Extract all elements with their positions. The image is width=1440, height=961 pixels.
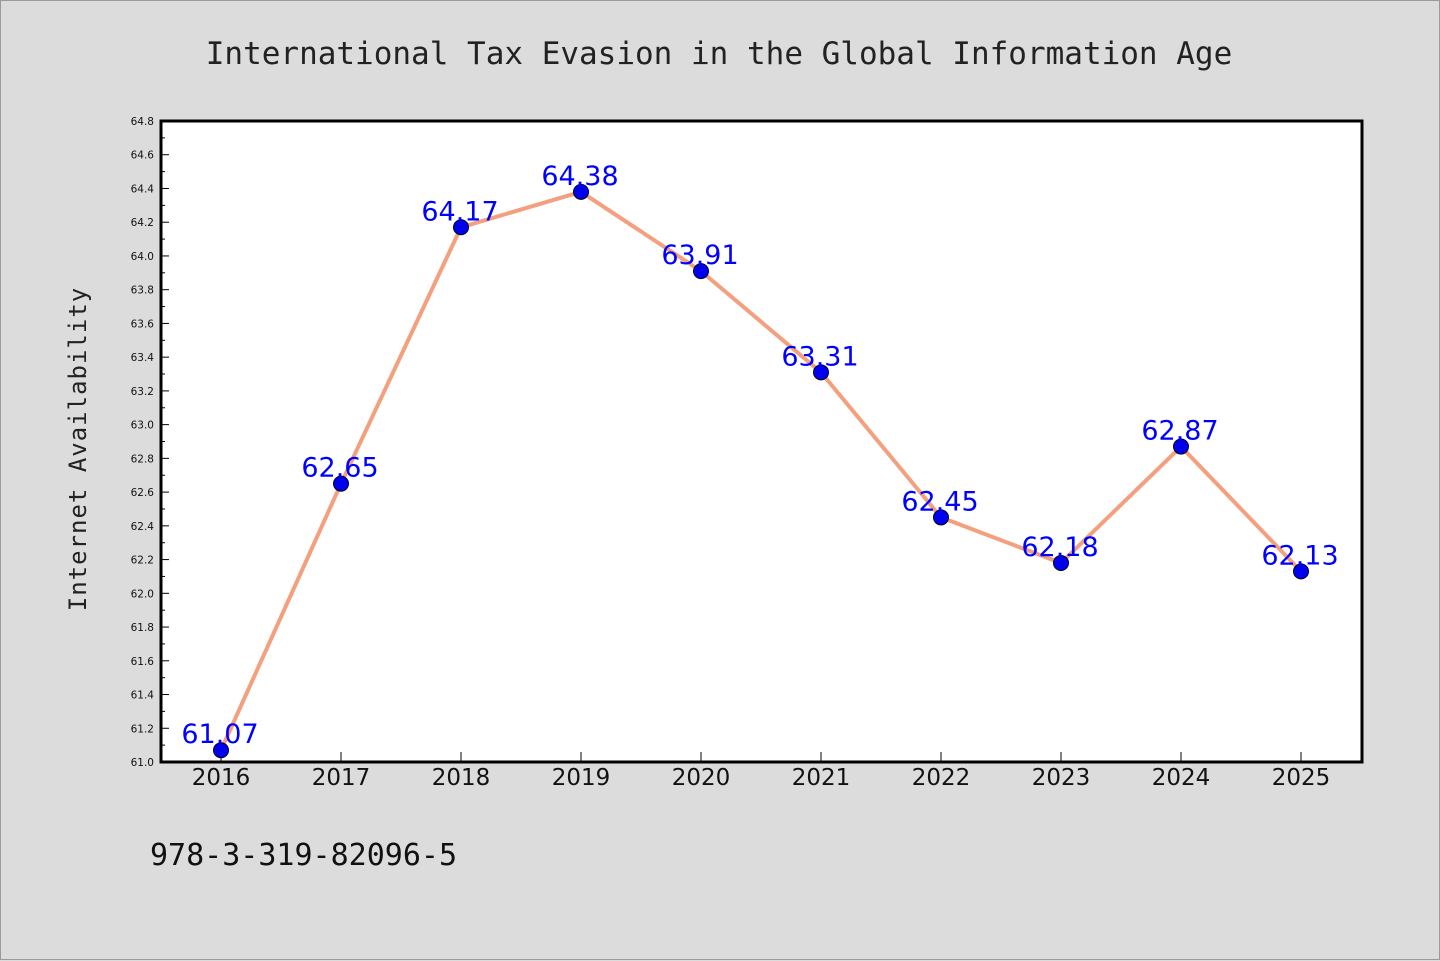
footer-isbn: 978-3-319-82096-5 (150, 838, 457, 873)
y-tick-label: 63.4 (131, 352, 155, 364)
y-tick-label: 63.0 (131, 420, 154, 432)
series-line (219, 189, 1303, 753)
y-tick-label: 63.8 (131, 285, 154, 297)
data-point-marker (693, 263, 709, 280)
data-label: 62.13 (1261, 540, 1338, 571)
data-point-marker (573, 183, 589, 200)
data-point-marker (1293, 563, 1309, 580)
x-tick-label: 2023 (1032, 765, 1091, 791)
data-point-marker (1053, 554, 1069, 571)
data-label: 61.07 (181, 719, 258, 750)
data-point-marker (213, 742, 229, 759)
y-tick-label: 62.4 (131, 521, 155, 533)
y-axis-label: Internet Availability (64, 287, 92, 611)
data-label: 62.65 (301, 453, 378, 484)
y-tick-label: 64.6 (131, 150, 155, 162)
y-tick-label: 64.0 (131, 251, 154, 263)
data-point-marker (1173, 438, 1189, 455)
x-tick-label: 2018 (432, 765, 491, 791)
data-labels: 61.07 62.65 64.17 64.38 63.91 63.31 62.45 62.18… (181, 161, 1338, 750)
data-label: 63.91 (661, 240, 738, 271)
y-tick-label: 64.4 (131, 183, 155, 195)
data-label: 64.17 (421, 196, 498, 227)
chart-title: International Tax Evasion in the Global … (206, 36, 1233, 72)
y-tick-label: 62.2 (131, 555, 154, 567)
data-label: 63.31 (781, 341, 858, 372)
x-tick-label: 2024 (1152, 765, 1211, 791)
data-point-marker (333, 475, 349, 492)
y-tick-label: 62.8 (131, 453, 154, 465)
y-tick-label: 61.8 (131, 622, 154, 634)
y-tick-label: 63.2 (131, 386, 154, 398)
y-tick-label: 61.6 (131, 656, 155, 668)
data-point-marker (933, 509, 949, 526)
y-tick-label: 62.0 (131, 588, 154, 600)
data-point-marker (813, 364, 829, 381)
data-label: 62.45 (901, 486, 978, 517)
y-tick-label: 61.2 (131, 723, 154, 735)
x-axis: 2016 2017 2018 2019 2020 2021 2022 2023 2024 2025 (192, 752, 1331, 791)
series-group (213, 183, 1309, 759)
y-tick-label: 61.4 (131, 690, 155, 702)
data-label: 64.38 (541, 161, 618, 192)
x-tick-label: 2017 (312, 765, 371, 791)
data-point-marker (453, 219, 469, 236)
data-label: 62.18 (1021, 532, 1098, 563)
y-axis: 61.0 61.2 61.4 61.6 61.8 62.0 62.2 62.4 62.6 62.8… (131, 116, 169, 769)
x-tick-label: 2022 (912, 765, 971, 791)
x-tick-label: 2020 (672, 765, 731, 791)
x-tick-label: 2025 (1272, 765, 1331, 791)
data-label: 62.87 (1141, 416, 1218, 447)
y-tick-label: 64.8 (131, 116, 154, 128)
y-tick-label: 62.6 (131, 487, 155, 499)
plot-frame (159, 119, 1364, 764)
x-tick-label: 2019 (552, 765, 611, 791)
y-tick-label: 63.6 (131, 318, 155, 330)
x-tick-label: 2016 (192, 765, 251, 791)
y-tick-label: 64.2 (131, 217, 154, 229)
x-tick-label: 2021 (792, 765, 851, 791)
y-tick-label: 61.0 (131, 757, 154, 769)
